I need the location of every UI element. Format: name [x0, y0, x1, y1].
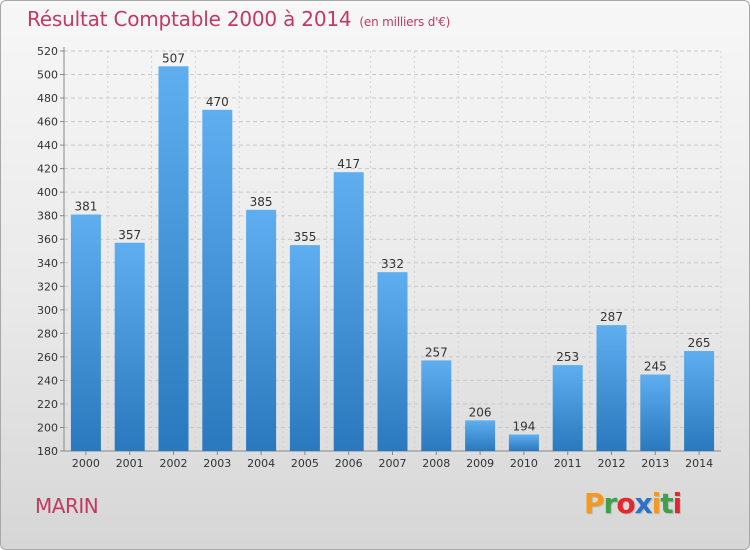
bar-2013	[640, 374, 671, 451]
data-label-2003: 470	[206, 95, 229, 109]
bar-2000	[70, 214, 101, 451]
data-label-2013: 245	[644, 360, 667, 374]
bar-2005	[289, 245, 320, 451]
data-labels: 381 357 507 470 385 355 417 332 257 206 194 253 287 2…	[74, 51, 710, 433]
logo-letter: o	[616, 487, 635, 520]
bars	[70, 66, 715, 452]
bar-2011	[552, 365, 583, 451]
bar-2008	[421, 360, 452, 451]
logo-letter: i	[672, 487, 683, 520]
bar-2014	[684, 351, 715, 451]
x-tick-label-2005: 2005	[291, 457, 319, 470]
x-tick-label-2007: 2007	[379, 457, 407, 470]
chart-title-text: Résultat Comptable 2000 à 2014	[27, 7, 352, 31]
y-tick-label: 360	[37, 233, 58, 246]
logo-letter: r	[603, 487, 618, 520]
chart-title: Résultat Comptable 2000 à 2014 (en millie…	[27, 7, 450, 31]
x-tick-label-2014: 2014	[685, 457, 713, 470]
x-tick-label-2009: 2009	[466, 457, 494, 470]
logo-letter: x	[634, 487, 653, 520]
y-tick-label: 180	[37, 445, 58, 458]
logo-letter: t	[660, 487, 673, 520]
data-label-2008: 257	[425, 345, 448, 359]
data-label-2000: 381	[74, 200, 97, 214]
logo-letter: P	[584, 487, 605, 520]
bar-2003	[202, 109, 233, 451]
data-label-2005: 355	[293, 230, 316, 244]
data-label-2007: 332	[381, 257, 404, 271]
logo-letter: i	[651, 487, 662, 520]
bar-2012	[596, 325, 627, 451]
data-label-2004: 385	[250, 195, 273, 209]
data-label-2010: 194	[512, 420, 535, 434]
y-tick-label: 240	[37, 374, 58, 387]
bar-2001	[114, 242, 145, 451]
data-label-2014: 265	[688, 336, 711, 350]
x-tick-label-2008: 2008	[422, 457, 450, 470]
data-label-2009: 206	[469, 405, 492, 419]
chart-subtitle: (en milliers d'€)	[359, 15, 451, 29]
bar-2010	[508, 434, 539, 451]
x-tick-label-2002: 2002	[160, 457, 188, 470]
y-tick-label: 380	[37, 210, 58, 223]
y-tick-label: 260	[37, 351, 58, 364]
x-tick-label-2006: 2006	[335, 457, 363, 470]
data-label-2011: 253	[556, 350, 579, 364]
bar-2004	[246, 209, 277, 451]
x-tick-label-2013: 2013	[641, 457, 669, 470]
y-tick-label: 400	[37, 186, 58, 199]
x-tick-label-2001: 2001	[116, 457, 144, 470]
y-tick-label: 320	[37, 280, 58, 293]
y-tick-label: 200	[37, 421, 58, 434]
x-tick-label-2010: 2010	[510, 457, 538, 470]
y-tick-label: 280	[37, 327, 58, 340]
data-label-2001: 357	[118, 228, 141, 242]
bar-2009	[465, 420, 496, 451]
x-tick-label-2000: 2000	[72, 457, 100, 470]
y-tick-label: 420	[37, 163, 58, 176]
y-tick-label: 220	[37, 398, 58, 411]
y-tick-label: 300	[37, 304, 58, 317]
bar-2006	[333, 172, 364, 452]
x-tick-label-2003: 2003	[203, 457, 231, 470]
data-label-2002: 507	[162, 51, 185, 65]
x-tick-label-2011: 2011	[554, 457, 582, 470]
y-tick-label: 480	[37, 92, 58, 105]
x-tick-label-2004: 2004	[247, 457, 275, 470]
data-label-2006: 417	[337, 157, 360, 171]
data-label-2012: 287	[600, 310, 623, 324]
y-tick-label: 340	[37, 257, 58, 270]
proxiti-logo: Proxiti	[584, 487, 683, 520]
y-tick-label: 500	[37, 69, 58, 82]
y-tick-label: 520	[37, 45, 58, 58]
x-tick-label-2012: 2012	[598, 457, 626, 470]
y-tick-label: 460	[37, 116, 58, 129]
y-tick-label: 440	[37, 139, 58, 152]
bar-2007	[377, 272, 408, 451]
city-name: MARIN	[35, 494, 99, 518]
bar-2002	[158, 66, 189, 451]
